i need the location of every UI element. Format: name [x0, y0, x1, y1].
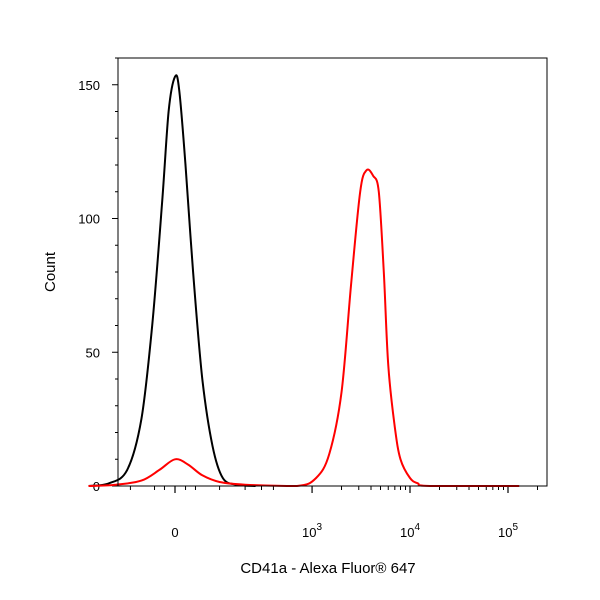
- x-tick-label: 0: [171, 525, 178, 540]
- y-axis-title: Count: [42, 251, 59, 292]
- plot-frame: [117, 57, 548, 487]
- x-tick-label: 103: [302, 522, 322, 540]
- x-axis-title: CD41a - Alexa Fluor® 647: [240, 560, 415, 577]
- x-axis-ticks: 0 103 104 105: [129, 486, 539, 540]
- series-line-1: [88, 74, 256, 487]
- plot-series: [88, 74, 520, 488]
- x-tick-label: 104: [400, 522, 420, 540]
- y-tick-label: 50: [86, 345, 100, 360]
- x-tick-label: 105: [498, 522, 518, 540]
- series-line-2: [88, 168, 520, 488]
- y-tick-label: 150: [78, 78, 100, 93]
- y-tick-label: 100: [78, 212, 100, 227]
